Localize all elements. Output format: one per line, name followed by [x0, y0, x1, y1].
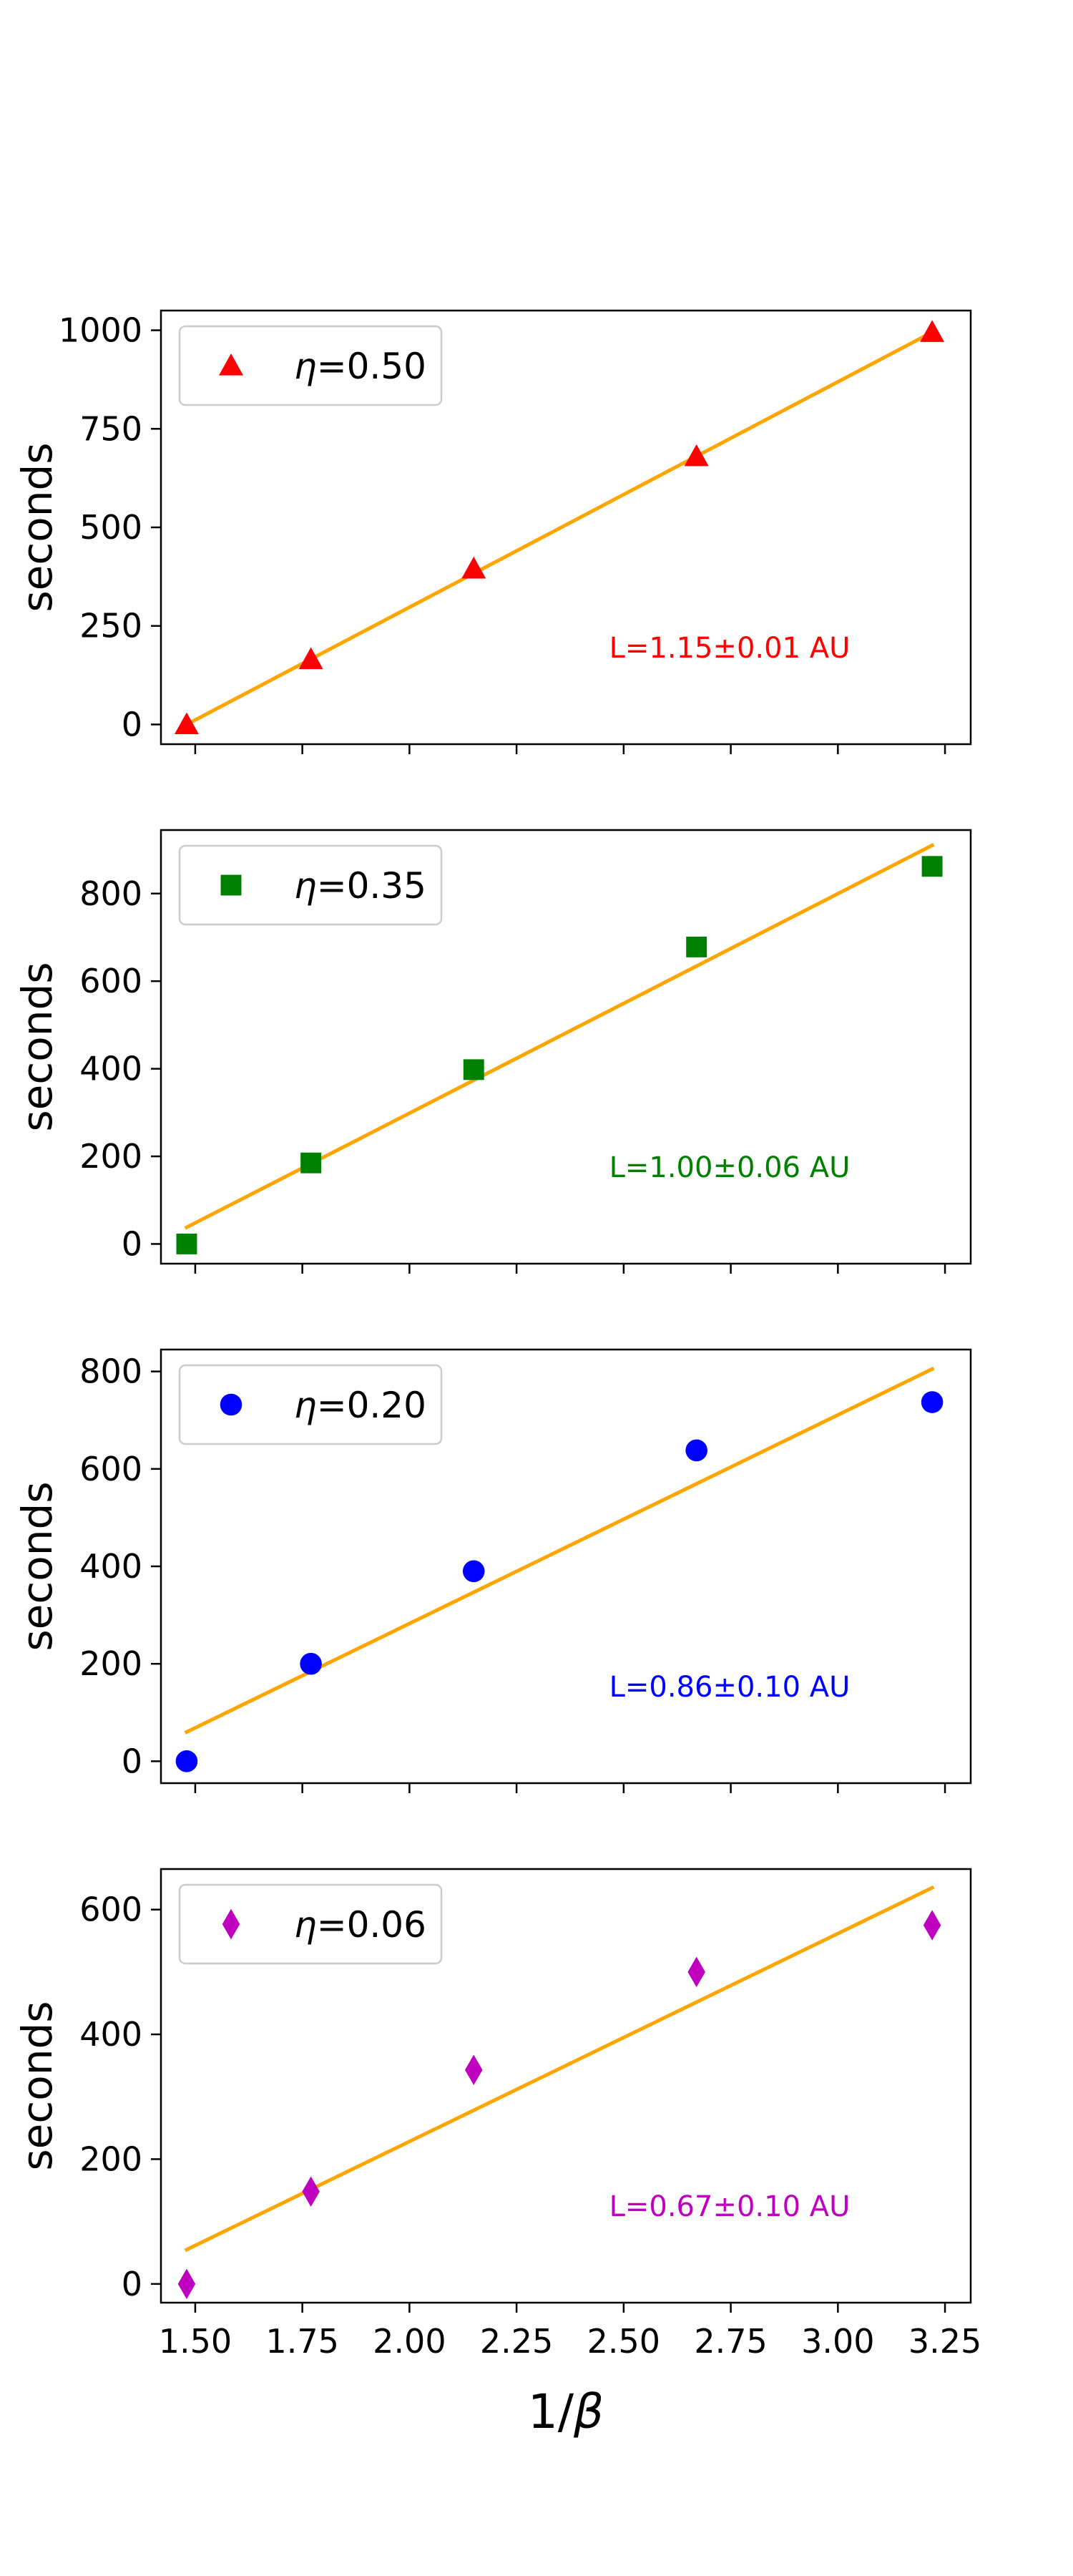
y-axis-label: seconds [13, 2001, 62, 2170]
x-tick-label: 3.00 [801, 2322, 874, 2361]
data-point [461, 556, 486, 579]
y-tick-label: 200 [79, 1137, 142, 1176]
legend-marker [222, 1908, 240, 1940]
data-point [685, 1439, 707, 1462]
chart-panel-3: 0 200 400 600 800 seconds η=0.20 L=0.86±0.10 AU [13, 1348, 972, 1793]
y-axis-label: seconds [13, 962, 62, 1131]
legend-label: η=0.06 [294, 1904, 426, 1946]
plot-frame [160, 829, 972, 1265]
data-point [684, 444, 709, 467]
legend-label: η=0.50 [294, 346, 426, 387]
y-tick-label: 400 [79, 1050, 142, 1088]
x-tick-label: 2.75 [694, 2322, 767, 2361]
data-point [302, 2176, 320, 2207]
data-point [300, 1652, 322, 1675]
data-point [177, 2268, 196, 2300]
legend-symbol: η [294, 1904, 317, 1946]
data-point [920, 320, 945, 342]
legend-marker [219, 353, 243, 376]
x-tick-label: 2.25 [480, 2322, 553, 2361]
y-tick-label: 750 [79, 409, 142, 448]
data-point [462, 1560, 485, 1583]
data-point [686, 936, 707, 957]
legend-value: =0.06 [317, 1904, 426, 1946]
y-tick-label: 0 [122, 1742, 142, 1780]
fit-annotation: L=0.67±0.10 AU [609, 2190, 851, 2223]
y-tick-label: 200 [79, 1644, 142, 1683]
legend-box [178, 1883, 443, 1965]
legend-value: =0.50 [317, 346, 426, 387]
data-point [174, 712, 199, 735]
x-tick-label: 2.00 [373, 2322, 446, 2361]
x-tick-label: 1.75 [265, 2322, 338, 2361]
data-point [463, 1059, 484, 1080]
chart-panel-1: 0 250 500 750 1000 seconds η=0.50 L=1.15±0.01 A… [13, 309, 972, 754]
y-tick-label: 200 [79, 2140, 142, 2178]
legend-marker [220, 1393, 242, 1416]
x-axis-label-symbol: β [573, 2384, 604, 2439]
legend-symbol: η [294, 865, 317, 907]
y-tick-label: 500 [79, 508, 142, 547]
x-tick-label: 2.50 [587, 2322, 660, 2361]
y-tick-label: 600 [79, 962, 142, 1000]
data-point [298, 647, 323, 670]
legend-marker [220, 874, 242, 896]
y-tick-label: 0 [122, 1224, 142, 1263]
data-point [687, 1956, 705, 1988]
y-axis-label: seconds [13, 1481, 62, 1651]
y-tick-label: 250 [79, 607, 142, 645]
fit-annotation: L=1.00±0.06 AU [609, 1151, 851, 1184]
x-tick-label: 1.50 [159, 2322, 232, 2361]
legend-label: η=0.20 [294, 1385, 426, 1426]
legend-box [178, 844, 443, 926]
y-tick-label: 800 [79, 874, 142, 913]
x-axis-label-prefix: 1/ [528, 2384, 574, 2439]
legend-symbol: η [294, 1385, 317, 1426]
legend-value: =0.35 [317, 865, 426, 907]
x-axis-label: 1/β [528, 2384, 604, 2439]
y-tick-label: 0 [122, 705, 142, 743]
data-point [921, 1391, 944, 1413]
y-axis-label: seconds [13, 442, 62, 612]
fit-annotation: L=0.86±0.10 AU [609, 1671, 851, 1704]
y-tick-label: 400 [79, 1547, 142, 1586]
y-tick-label: 600 [79, 1450, 142, 1488]
legend-box [178, 1364, 443, 1445]
data-point [175, 1750, 198, 1772]
legend-box [178, 325, 443, 406]
legend-label: η=0.35 [294, 865, 426, 907]
y-tick-label: 1000 [59, 311, 142, 350]
data-point [923, 1910, 941, 1941]
chart-panel-4: 1.50 1.75 2.00 2.25 2.50 2.75 3.00 3.25 0 200 400 6… [13, 1868, 981, 2439]
fit-annotation: L=1.15±0.01 AU [609, 632, 851, 665]
plot-frame [160, 1868, 972, 2304]
data-point [921, 856, 943, 877]
y-tick-label: 0 [122, 2265, 142, 2303]
x-tick-label: 3.25 [908, 2322, 981, 2361]
legend-value: =0.20 [317, 1385, 426, 1426]
y-tick-label: 600 [79, 1890, 142, 1929]
chart-panel-2: 0 200 400 600 800 seconds η=0.35 L=1.00±0.06 AU [13, 829, 972, 1274]
data-point [176, 1234, 197, 1254]
data-point [300, 1152, 322, 1174]
legend-symbol: η [294, 346, 317, 387]
y-tick-label: 400 [79, 2015, 142, 2054]
data-point [464, 2054, 483, 2086]
y-tick-label: 800 [79, 1352, 142, 1391]
